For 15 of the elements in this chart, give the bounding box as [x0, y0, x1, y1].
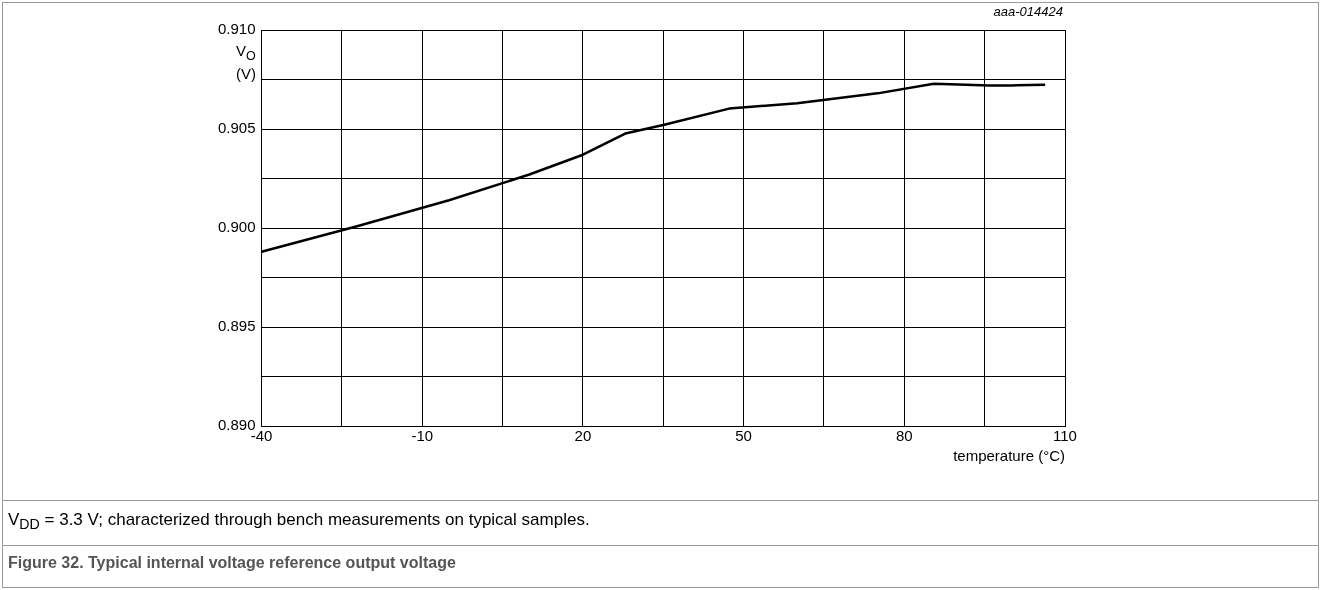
y-axis-title: V$_{O}$ (V) — [236, 42, 257, 83]
y-tick-label: 0.895 — [217, 317, 256, 335]
y-tick-label: 0.905 — [217, 119, 256, 137]
x-tick-label: 50 — [735, 427, 752, 445]
x-tick-label: -10 — [411, 427, 434, 445]
y-tick-label: 0.910 — [217, 20, 256, 38]
x-tick-label: 20 — [574, 427, 592, 445]
x-axis-title: temperature (°C) — [953, 447, 1065, 465]
x-tick-label: 80 — [895, 427, 913, 445]
text: V$_{DD}$ = 3.3 V; characterized through bench measurements on typical samples. — [8, 510, 590, 533]
x-tick-label: 110 — [1053, 427, 1077, 445]
y-tick-label: 0.890 — [217, 416, 256, 434]
text: aaa-014424 — [993, 4, 1063, 19]
text: Figure 32. Typical internal voltage reference output voltage — [8, 554, 456, 572]
y-tick-label: 0.900 — [217, 218, 256, 236]
